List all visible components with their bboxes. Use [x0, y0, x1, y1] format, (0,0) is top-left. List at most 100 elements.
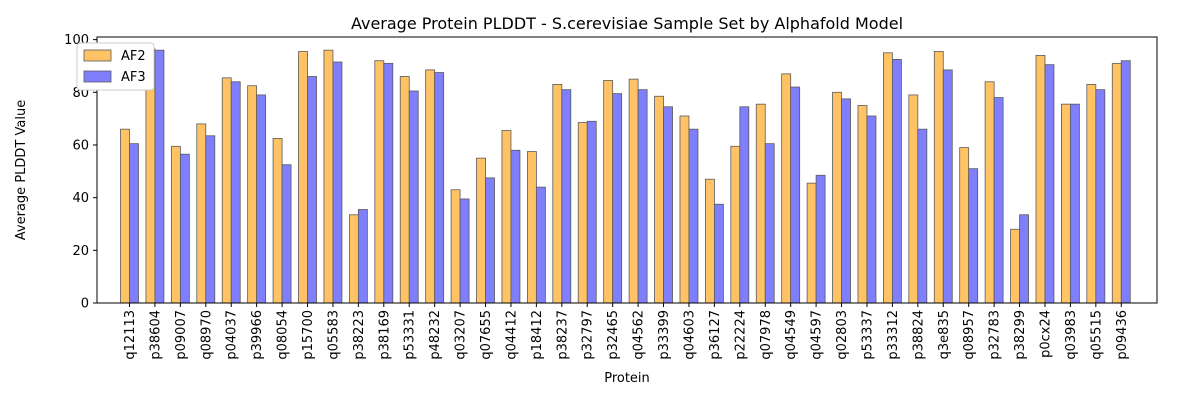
x-tick-label: p38169 — [377, 310, 392, 360]
x-tick-label: p32797 — [581, 310, 596, 360]
bar-af2-q07978 — [755, 103, 766, 304]
x-tick-label: q04412 — [504, 310, 519, 360]
x-tick-label: q04562 — [632, 310, 647, 360]
bar-af3-p32783 — [993, 97, 1004, 304]
y-tick-label: 0 — [81, 297, 89, 312]
bar-af3-q02803 — [841, 98, 851, 304]
bar-af3-p33312 — [892, 58, 902, 304]
bar-af2-p09007 — [170, 145, 181, 304]
x-tick-label: q03207 — [454, 310, 469, 360]
x-tick-label: p38223 — [352, 310, 367, 360]
bar-af3-p22224 — [739, 106, 750, 304]
bar-af2-p53337 — [857, 105, 868, 304]
bar-af2-p33399 — [654, 95, 664, 304]
x-tick-label: p09007 — [174, 310, 189, 360]
bar-af3-p33399 — [663, 106, 673, 304]
bar-af3-p38223 — [357, 209, 368, 304]
x-tick-label: p48232 — [428, 310, 443, 360]
bar-af3-q04412 — [510, 149, 521, 304]
bar-af3-p38169 — [383, 62, 394, 304]
bar-af2-q07655 — [476, 157, 486, 304]
x-tick-label: p39966 — [250, 310, 265, 360]
bar-af2-q04549 — [781, 73, 792, 304]
bar-af2-p18412 — [526, 151, 537, 304]
bar-af2-p38237 — [552, 84, 563, 304]
bar-af3-q08957 — [968, 168, 979, 304]
bar-af3-q08970 — [205, 135, 216, 304]
x-tick-label: p09436 — [1115, 310, 1130, 360]
bar-af3-p36127 — [713, 203, 724, 304]
x-tick-label: q04549 — [784, 310, 799, 360]
bar-af2-q04412 — [501, 130, 512, 304]
bar-af3-q07978 — [764, 143, 775, 304]
bar-af3-p48232 — [434, 72, 445, 304]
bar-af3-p0cx24 — [1044, 64, 1055, 304]
x-tick-label: q12113 — [123, 310, 138, 360]
bar-af2-p0cx24 — [1035, 55, 1046, 304]
bar-af2-p33312 — [883, 52, 893, 304]
x-tick-label: q04603 — [682, 310, 697, 360]
bar-af3-p38237 — [561, 89, 572, 304]
bar-af2-p38299 — [1010, 228, 1020, 304]
bar-af3-q07655 — [485, 177, 495, 304]
bar-af3-p53331 — [408, 90, 419, 304]
x-tick-label: p33399 — [657, 310, 672, 360]
bar-af3-q04597 — [815, 174, 826, 304]
x-tick-label: q05515 — [1089, 310, 1104, 360]
bar-af3-p38299 — [1019, 214, 1029, 304]
bar-af3-q04562 — [637, 89, 648, 304]
y-tick-label: 40 — [72, 191, 89, 206]
x-tick-label: p32783 — [988, 310, 1003, 360]
x-tick-label: p36127 — [708, 310, 723, 360]
legend-label-af2: AF2 — [121, 49, 146, 64]
bar-af2-p15700 — [298, 51, 308, 304]
x-tick-label: p32465 — [606, 310, 621, 360]
bar-af3-p09007 — [179, 153, 190, 304]
bar-af2-q03983 — [1061, 103, 1071, 304]
x-tick-label: p0cx24 — [1038, 310, 1053, 358]
bar-af2-q03207 — [450, 189, 461, 304]
bar-af3-q04549 — [790, 86, 801, 304]
bar-af2-p38223 — [348, 214, 359, 304]
bar-af3-q05583 — [332, 61, 343, 304]
bar-af2-p48232 — [425, 69, 436, 304]
plot-frame — [96, 36, 1158, 304]
bar-af3-p39966 — [256, 94, 267, 304]
bar-af2-q05515 — [1086, 84, 1097, 304]
x-tick-label: q03983 — [1064, 310, 1079, 360]
x-tick-label: p33312 — [886, 310, 901, 360]
bar-af2-p32797 — [577, 122, 588, 304]
x-tick-label: q08054 — [276, 310, 291, 360]
x-axis-label: Protein — [604, 371, 650, 386]
x-tick-label: p53337 — [860, 310, 875, 360]
bar-af2-p53331 — [399, 76, 410, 304]
bar-af3-p32465 — [612, 93, 623, 304]
bar-af2-p32465 — [603, 80, 614, 304]
bar-af3-q03207 — [459, 198, 470, 304]
x-tick-label: p38237 — [555, 310, 570, 360]
bar-af3-p53337 — [866, 115, 877, 304]
bar-af2-q04603 — [679, 115, 690, 304]
bar-af2-q02803 — [832, 91, 842, 304]
bar-af2-q08970 — [196, 123, 207, 304]
x-tick-label: p18412 — [530, 310, 545, 360]
x-tick-label: p15700 — [301, 310, 316, 360]
x-tick-label: q07978 — [759, 310, 774, 360]
bar-af2-q08054 — [272, 137, 283, 304]
bar-af2-q04562 — [628, 78, 639, 304]
bar-af2-p32783 — [984, 81, 995, 304]
bar-af2-q04597 — [806, 182, 817, 304]
bar-af3-q3e835 — [942, 69, 953, 304]
x-tick-label: q04597 — [810, 310, 825, 360]
bar-af2-q05583 — [323, 49, 334, 304]
bar-af3-p38604 — [154, 49, 165, 304]
bar-af3-p15700 — [307, 76, 317, 304]
x-tick-label: q08957 — [962, 310, 977, 360]
x-tick-label: p38824 — [911, 310, 926, 360]
bar-af3-q12113 — [129, 143, 139, 304]
legend-label-af3: AF3 — [121, 70, 146, 85]
x-tick-label: p38299 — [1013, 310, 1028, 360]
x-tick-label: q02803 — [835, 310, 850, 360]
